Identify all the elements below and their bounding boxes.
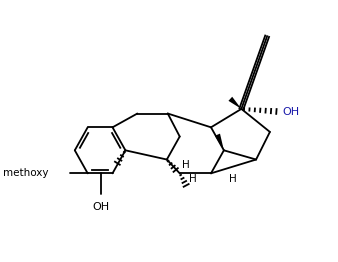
Polygon shape: [228, 97, 241, 109]
Text: H: H: [230, 174, 237, 184]
Text: OH: OH: [283, 107, 300, 117]
Polygon shape: [215, 134, 224, 150]
Text: methoxy: methoxy: [3, 168, 48, 178]
Text: H: H: [182, 160, 189, 170]
Text: OH: OH: [92, 202, 109, 212]
Text: H: H: [189, 174, 197, 184]
